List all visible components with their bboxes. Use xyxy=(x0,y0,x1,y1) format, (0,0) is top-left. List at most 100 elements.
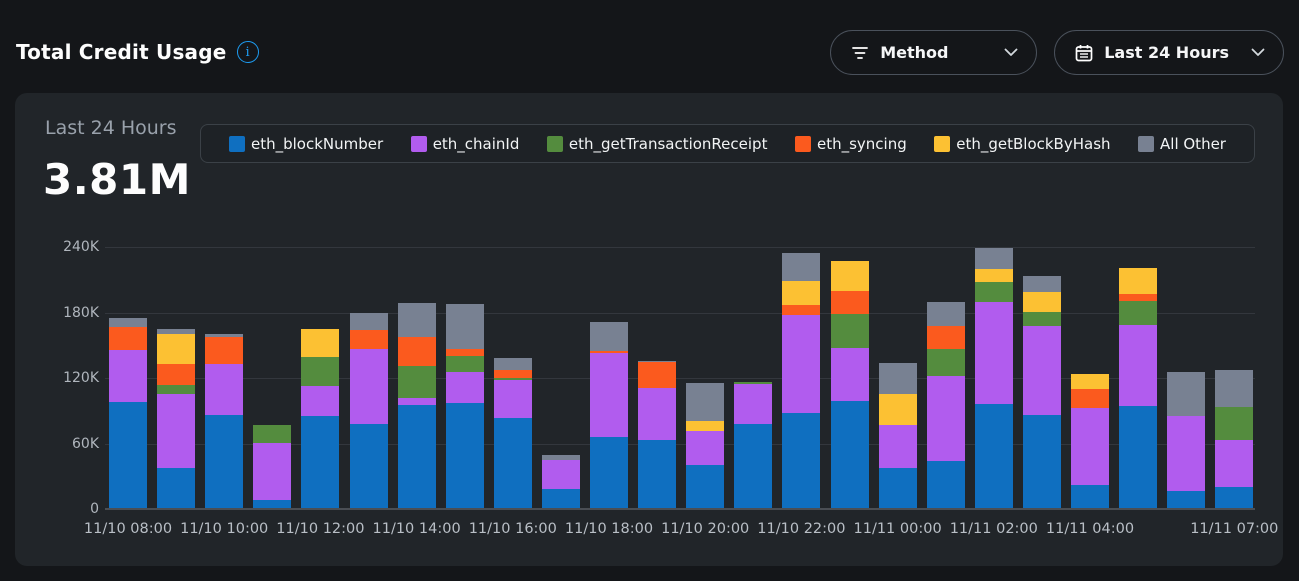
legend-item[interactable]: All Other xyxy=(1138,135,1226,153)
bar-segment[interactable] xyxy=(445,371,484,404)
bar-segment[interactable] xyxy=(1071,407,1109,486)
bar-segment[interactable] xyxy=(878,425,917,468)
bar[interactable] xyxy=(1215,370,1254,508)
bar-segment[interactable] xyxy=(782,314,821,414)
bar-segment[interactable] xyxy=(638,387,677,441)
bar-segment[interactable] xyxy=(205,415,244,508)
bar-segment[interactable] xyxy=(157,329,196,335)
bar-segment[interactable] xyxy=(1022,325,1061,416)
bar-segment[interactable] xyxy=(1119,324,1158,407)
bar[interactable] xyxy=(782,252,821,508)
legend-item[interactable]: eth_syncing xyxy=(794,135,907,153)
bar-segment[interactable] xyxy=(397,405,436,508)
bar-segment[interactable] xyxy=(878,362,917,395)
bar-segment[interactable] xyxy=(1071,485,1109,508)
bar[interactable] xyxy=(1119,267,1158,508)
bar-segment[interactable] xyxy=(157,384,196,395)
bar[interactable] xyxy=(301,329,340,508)
bar[interactable] xyxy=(157,329,196,508)
bar-segment[interactable] xyxy=(109,326,147,350)
bar-segment[interactable] xyxy=(830,290,869,314)
bar-segment[interactable] xyxy=(493,378,532,381)
bar[interactable] xyxy=(397,302,436,508)
bar[interactable] xyxy=(205,334,244,508)
bar-segment[interactable] xyxy=(1215,487,1254,508)
bar-segment[interactable] xyxy=(734,423,773,508)
bar[interactable] xyxy=(1071,373,1109,508)
bar-segment[interactable] xyxy=(157,334,196,364)
bar-segment[interactable] xyxy=(638,361,677,388)
bar-segment[interactable] xyxy=(445,303,484,349)
bar-segment[interactable] xyxy=(734,383,773,424)
bar[interactable] xyxy=(926,301,965,508)
bar[interactable] xyxy=(686,382,725,508)
bar[interactable] xyxy=(541,454,580,508)
bar-segment[interactable] xyxy=(1022,415,1061,508)
bar-segment[interactable] xyxy=(590,437,628,508)
bar-segment[interactable] xyxy=(974,301,1013,405)
bar-segment[interactable] xyxy=(301,329,340,358)
bar-segment[interactable] xyxy=(782,413,821,508)
bar-segment[interactable] xyxy=(157,394,196,468)
bar-segment[interactable] xyxy=(926,301,965,326)
bar-segment[interactable] xyxy=(878,467,917,508)
bar-segment[interactable] xyxy=(1022,275,1061,292)
bar-segment[interactable] xyxy=(926,375,965,462)
bar-segment[interactable] xyxy=(1215,440,1254,488)
legend-item[interactable]: eth_getBlockByHash xyxy=(934,135,1111,153)
legend-item[interactable]: eth_getTransactionReceipt xyxy=(546,135,767,153)
bar-segment[interactable] xyxy=(349,423,388,508)
bar-segment[interactable] xyxy=(686,465,725,508)
bar[interactable] xyxy=(253,425,292,508)
bar-segment[interactable] xyxy=(1071,373,1109,390)
bar-segment[interactable] xyxy=(253,442,292,501)
bar-segment[interactable] xyxy=(830,401,869,508)
bar[interactable] xyxy=(974,248,1013,508)
bar-segment[interactable] xyxy=(926,461,965,508)
bar[interactable] xyxy=(1167,371,1206,508)
bar-segment[interactable] xyxy=(782,304,821,315)
time-range-dropdown[interactable]: Last 24 Hours xyxy=(1054,30,1284,75)
bar-segment[interactable] xyxy=(1215,370,1254,407)
bar[interactable] xyxy=(830,261,869,508)
bar[interactable] xyxy=(445,303,484,508)
bar-segment[interactable] xyxy=(493,418,532,508)
bar-segment[interactable] xyxy=(590,322,628,351)
bar-segment[interactable] xyxy=(397,366,436,398)
bar-segment[interactable] xyxy=(1215,406,1254,441)
bar[interactable] xyxy=(734,382,773,508)
bar-segment[interactable] xyxy=(686,382,725,421)
bar-segment[interactable] xyxy=(878,394,917,426)
bar-segment[interactable] xyxy=(1119,294,1158,301)
bar[interactable] xyxy=(638,360,677,508)
bar-segment[interactable] xyxy=(445,356,484,372)
bar-segment[interactable] xyxy=(157,467,196,508)
bar-segment[interactable] xyxy=(301,385,340,417)
bar[interactable] xyxy=(590,322,628,508)
bar-segment[interactable] xyxy=(974,248,1013,269)
bar-segment[interactable] xyxy=(974,282,1013,302)
bar-segment[interactable] xyxy=(590,353,628,438)
bar-segment[interactable] xyxy=(1119,300,1158,325)
bar-segment[interactable] xyxy=(686,430,725,466)
bar-segment[interactable] xyxy=(493,380,532,419)
bar-segment[interactable] xyxy=(253,500,292,508)
bar-segment[interactable] xyxy=(1022,291,1061,312)
bar-segment[interactable] xyxy=(926,325,965,349)
bar-segment[interactable] xyxy=(301,416,340,508)
bar-segment[interactable] xyxy=(157,363,196,385)
bar-segment[interactable] xyxy=(349,330,388,349)
bar-segment[interactable] xyxy=(349,312,388,331)
info-icon[interactable]: i xyxy=(236,41,259,63)
bar-segment[interactable] xyxy=(1022,311,1061,326)
bar-segment[interactable] xyxy=(205,336,244,364)
bar-segment[interactable] xyxy=(397,302,436,337)
bar-segment[interactable] xyxy=(686,420,725,431)
bar[interactable] xyxy=(1022,275,1061,508)
bar-segment[interactable] xyxy=(1071,389,1109,408)
bar-segment[interactable] xyxy=(541,459,580,490)
bar-segment[interactable] xyxy=(1167,416,1206,491)
bar-segment[interactable] xyxy=(926,348,965,376)
bar-segment[interactable] xyxy=(109,318,147,327)
bar-segment[interactable] xyxy=(205,334,244,337)
